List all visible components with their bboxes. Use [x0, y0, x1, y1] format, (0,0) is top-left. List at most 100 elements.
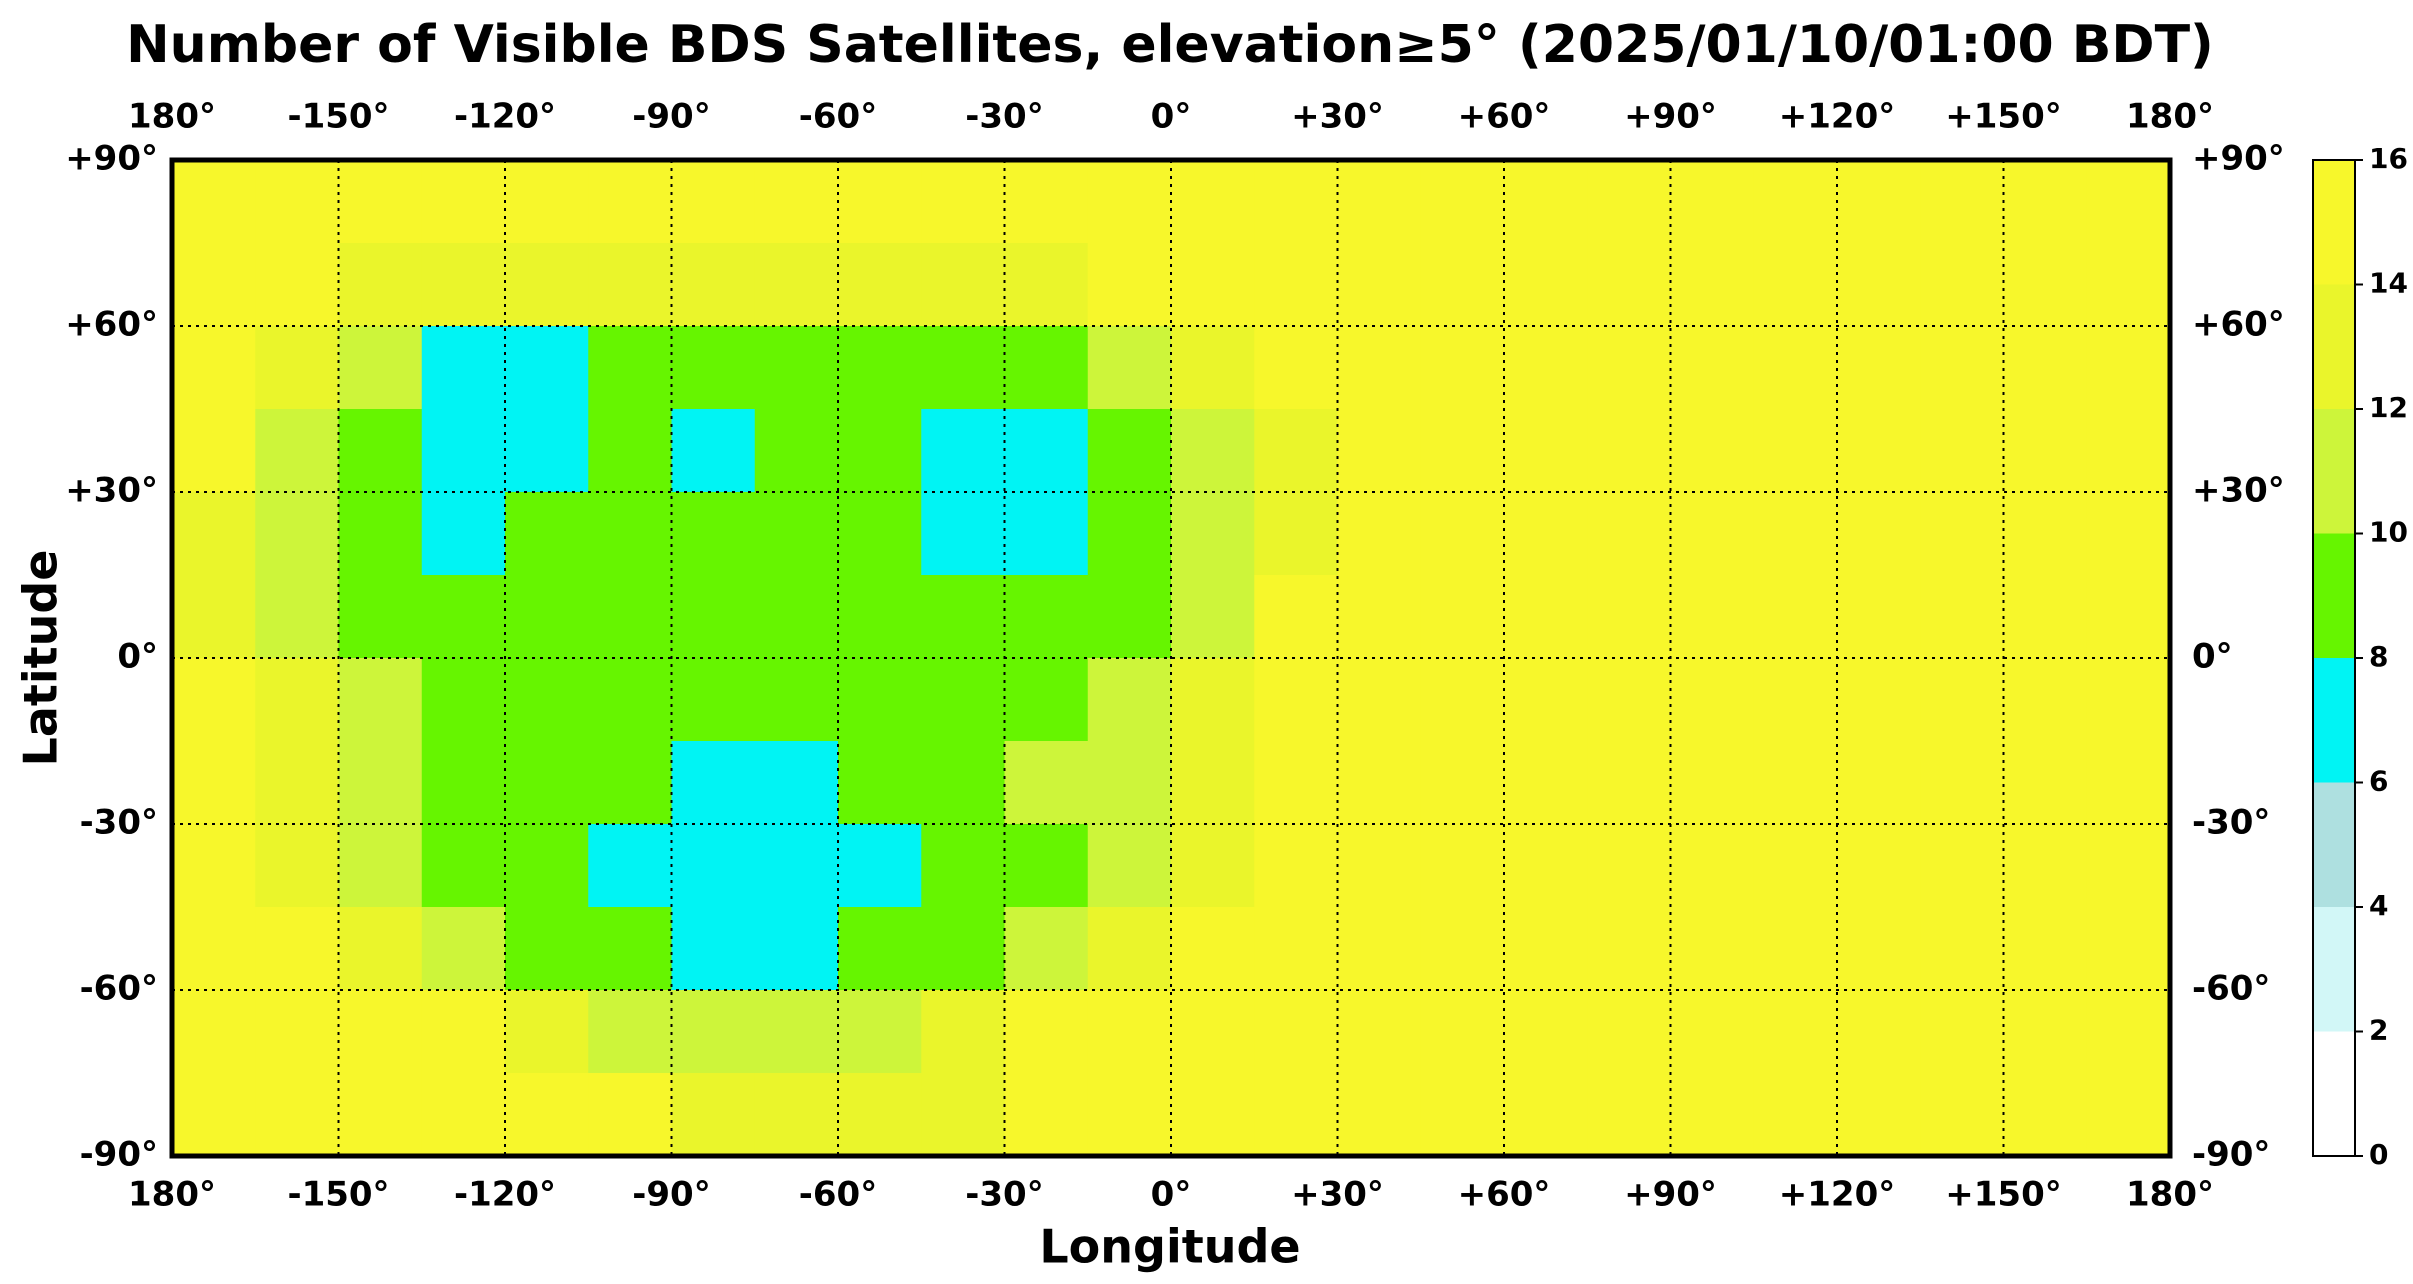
heat-cell	[921, 1073, 1006, 1157]
heat-cell	[255, 824, 340, 908]
heat-cell	[421, 409, 506, 493]
heat-cell	[1254, 326, 1339, 410]
heat-cell	[421, 658, 506, 742]
heat-cell	[1753, 1073, 1838, 1157]
heat-cell	[1920, 658, 2005, 742]
x-tick-label: +150°	[1945, 97, 2061, 137]
heat-cell	[172, 326, 256, 410]
heat-cell	[1171, 409, 1255, 493]
heat-cell	[1087, 409, 1172, 493]
y-tick-label: -90°	[2192, 1135, 2270, 1175]
heat-cell	[1587, 492, 1672, 576]
heat-cell	[2003, 160, 2088, 244]
heat-cell	[2003, 824, 2088, 908]
heat-cell	[2003, 907, 2088, 991]
heat-cell	[1420, 824, 1505, 908]
colorbar-tick-label: 12	[2369, 391, 2408, 424]
heat-cell	[505, 824, 589, 908]
heat-cell	[1670, 575, 1755, 659]
heat-cell	[1504, 326, 1588, 410]
heat-cell	[1753, 824, 1838, 908]
heat-cell	[1753, 907, 1838, 991]
heat-cell	[838, 492, 922, 576]
heat-cell	[1337, 1073, 1422, 1157]
colorbar-tick-label: 6	[2369, 765, 2388, 798]
heat-cell	[838, 160, 922, 244]
heat-cell	[671, 907, 756, 991]
heat-cell	[1004, 1073, 1089, 1157]
heat-cell	[255, 575, 340, 659]
heat-cell	[1504, 1073, 1588, 1157]
heat-cell	[338, 575, 423, 659]
heat-cell	[2003, 1073, 2088, 1157]
colorbar-swatch	[2313, 284, 2355, 409]
y-tick-label: +60°	[65, 305, 158, 345]
heat-cell	[754, 409, 839, 493]
heat-cell	[921, 990, 1006, 1074]
heat-cell	[1837, 658, 1921, 742]
heat-cell	[1171, 824, 1255, 908]
heat-cell	[921, 575, 1006, 659]
heat-cell	[754, 658, 839, 742]
heat-cell	[921, 160, 1006, 244]
heat-cell	[754, 907, 839, 991]
heat-cell	[1587, 160, 1672, 244]
y-tick-label: +60°	[2192, 305, 2285, 345]
heat-cell	[838, 824, 922, 908]
x-tick-label: -90°	[632, 97, 710, 137]
heat-cell	[1004, 492, 1089, 576]
colorbar-swatch	[2313, 409, 2355, 534]
heat-cell	[1837, 243, 1921, 327]
heat-cell	[1587, 326, 1672, 410]
heat-cell	[1004, 658, 1089, 742]
x-tick-label: -30°	[965, 97, 1043, 137]
heat-cell	[838, 741, 922, 825]
colorbar-tick-label: 2	[2369, 1014, 2388, 1047]
heat-cell	[505, 326, 589, 410]
heat-cell	[1171, 658, 1255, 742]
heat-cell	[1753, 990, 1838, 1074]
heat-cell	[1004, 741, 1089, 825]
heat-cell	[1837, 824, 1921, 908]
heat-cell	[1087, 658, 1172, 742]
heat-cell	[338, 741, 423, 825]
heat-cell	[1254, 907, 1339, 991]
heat-cell	[1087, 575, 1172, 659]
heat-cell	[1087, 907, 1172, 991]
heat-cell	[338, 658, 423, 742]
x-tick-label: -120°	[454, 97, 556, 137]
heat-cell	[1753, 658, 1838, 742]
heat-cell	[505, 409, 589, 493]
heat-cell	[505, 907, 589, 991]
heat-cell	[838, 907, 922, 991]
heat-cell	[838, 409, 922, 493]
heat-cell	[1920, 990, 2005, 1074]
heat-cell	[338, 990, 423, 1074]
heat-cell	[754, 160, 839, 244]
heat-cell	[1337, 326, 1422, 410]
heat-cell	[1087, 326, 1172, 410]
heat-cell	[1587, 409, 1672, 493]
x-tick-label: +120°	[1779, 97, 1895, 137]
heat-cell	[2086, 658, 2171, 742]
heat-cell	[1504, 741, 1588, 825]
heat-cell	[588, 160, 673, 244]
heat-cell	[255, 326, 340, 410]
heat-cell	[1753, 575, 1838, 659]
heat-cell	[754, 741, 839, 825]
heat-cell	[2003, 492, 2088, 576]
heat-cell	[1420, 990, 1505, 1074]
heat-cell	[1087, 243, 1172, 327]
heat-cell	[1171, 492, 1255, 576]
heat-cell	[1504, 824, 1588, 908]
heat-cell	[421, 1073, 506, 1157]
heat-cell	[1670, 326, 1755, 410]
colorbar-swatch	[2313, 1031, 2355, 1156]
colorbar-tick-label: 4	[2369, 889, 2388, 922]
heat-cell	[671, 990, 756, 1074]
heat-cell	[172, 741, 256, 825]
heat-cell	[1587, 1073, 1672, 1157]
heat-cell	[588, 741, 673, 825]
heat-cell	[1004, 243, 1089, 327]
heat-cell	[1837, 575, 1921, 659]
